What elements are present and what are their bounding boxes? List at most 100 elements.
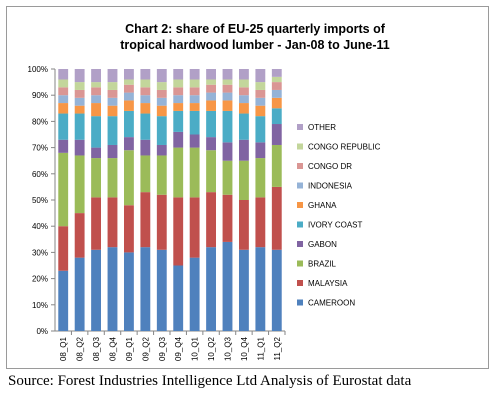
- x-tick-label: 08_Q4: [109, 336, 118, 361]
- bar-segment: [271, 89, 282, 98]
- bar-segment: [140, 79, 151, 88]
- bar-segment: [91, 147, 101, 159]
- legend-swatch: [297, 260, 303, 267]
- bar-segment: [189, 95, 200, 104]
- bar-segment: [156, 194, 167, 250]
- bar-segment: [124, 79, 134, 85]
- bar-segment: [271, 249, 282, 331]
- bar-segment: [173, 69, 184, 80]
- bar-segment: [239, 95, 249, 104]
- x-tick-label: 10_Q2: [207, 336, 216, 361]
- x-tick-label: 08_Q1: [59, 336, 68, 361]
- bar-segment: [222, 100, 233, 111]
- bar-segment: [222, 142, 233, 161]
- chart-axes: [51, 68, 286, 335]
- y-tick-label: 50%: [32, 196, 48, 205]
- bar-segment: [239, 113, 249, 140]
- bar-segment: [140, 69, 151, 80]
- bar-segment: [271, 69, 282, 77]
- bar-segment: [206, 100, 216, 111]
- y-tick-label: 60%: [32, 170, 48, 179]
- bar-segment: [124, 110, 134, 138]
- bar-segment: [124, 69, 134, 80]
- bar-segment: [58, 226, 69, 271]
- x-tick-label: 10_Q1: [191, 336, 200, 361]
- x-tick-label: 09_Q1: [125, 336, 134, 361]
- bar-segment: [140, 87, 151, 96]
- legend-swatch: [297, 202, 303, 208]
- legend-label: CONGO DR: [308, 162, 352, 171]
- bar-segment: [140, 103, 151, 114]
- bar-segment: [189, 197, 200, 258]
- bar-segment: [271, 186, 282, 250]
- bar-segment: [140, 95, 151, 104]
- bar-segment: [222, 84, 233, 93]
- bar-segment: [206, 79, 216, 85]
- chart-title: Chart 2: share of EU-25 quarterly import…: [125, 22, 386, 36]
- bar-segment: [189, 134, 200, 148]
- bar-segment: [140, 192, 151, 248]
- bar-segment: [206, 150, 216, 193]
- y-tick-label: 30%: [32, 248, 48, 257]
- bar-segment: [255, 82, 266, 90]
- bar-segment: [124, 84, 134, 93]
- bar-segment: [222, 110, 233, 143]
- bar-segment: [140, 113, 151, 140]
- x-tick-label: 09_Q4: [174, 336, 183, 361]
- bar-segment: [156, 82, 167, 90]
- bar-segment: [107, 69, 118, 83]
- bar-segment: [140, 155, 151, 193]
- bar-segment: [255, 116, 266, 143]
- bar-segment: [239, 160, 249, 200]
- bar-segment: [58, 152, 69, 227]
- bar-segment: [255, 158, 266, 198]
- bar-segment: [74, 105, 85, 114]
- bar-segment: [156, 249, 167, 331]
- bar-segment: [91, 158, 101, 198]
- legend-label: IVORY COAST: [308, 221, 363, 230]
- chart-frame: Chart 2: share of EU-25 quarterly import…: [6, 6, 489, 369]
- x-tick-label: 09_Q2: [141, 336, 150, 361]
- bar-segment: [222, 241, 233, 331]
- bar-segment: [222, 160, 233, 195]
- legend-label: CAMEROON: [308, 299, 355, 308]
- bar-segment: [255, 142, 266, 159]
- bar-segment: [107, 105, 118, 117]
- bar-segment: [91, 95, 101, 104]
- bar-segment: [74, 139, 85, 156]
- bar-segment: [206, 110, 216, 138]
- bar-segment: [107, 116, 118, 145]
- bar-segment: [173, 79, 184, 88]
- bar-segment: [239, 139, 249, 161]
- bar-segment: [189, 147, 200, 198]
- source-note: Source: Forest Industries Intelligence L…: [8, 373, 412, 389]
- bar-segment: [239, 200, 249, 250]
- bar-segment: [91, 103, 101, 117]
- bar-segment: [189, 87, 200, 96]
- legend-label: OTHER: [308, 123, 336, 132]
- bar-segment: [91, 116, 101, 148]
- y-tick-label: 80%: [32, 117, 48, 126]
- bar-segment: [107, 247, 118, 331]
- legend-label: INDONESIA: [308, 182, 353, 191]
- bar-segment: [74, 89, 85, 98]
- bar-segment: [255, 89, 266, 98]
- bar-segment: [255, 197, 266, 248]
- y-tick-label: 0%: [36, 327, 48, 336]
- bar-segment: [74, 82, 85, 90]
- bar-segment: [271, 124, 282, 145]
- bar-segment: [91, 69, 101, 83]
- bar-segment: [107, 197, 118, 248]
- bar-segment: [58, 139, 69, 153]
- legend-label: GHANA: [308, 201, 337, 210]
- bar-segment: [271, 82, 282, 90]
- bar-segment: [255, 69, 266, 83]
- bar-segment: [107, 89, 118, 98]
- legend-swatch: [297, 124, 303, 130]
- legend-swatch: [297, 241, 303, 247]
- bar-segment: [74, 97, 85, 106]
- bar-segment: [189, 69, 200, 80]
- x-tick-label: 09_Q3: [158, 336, 167, 361]
- bar-segment: [189, 110, 200, 135]
- bar-segment: [222, 194, 233, 242]
